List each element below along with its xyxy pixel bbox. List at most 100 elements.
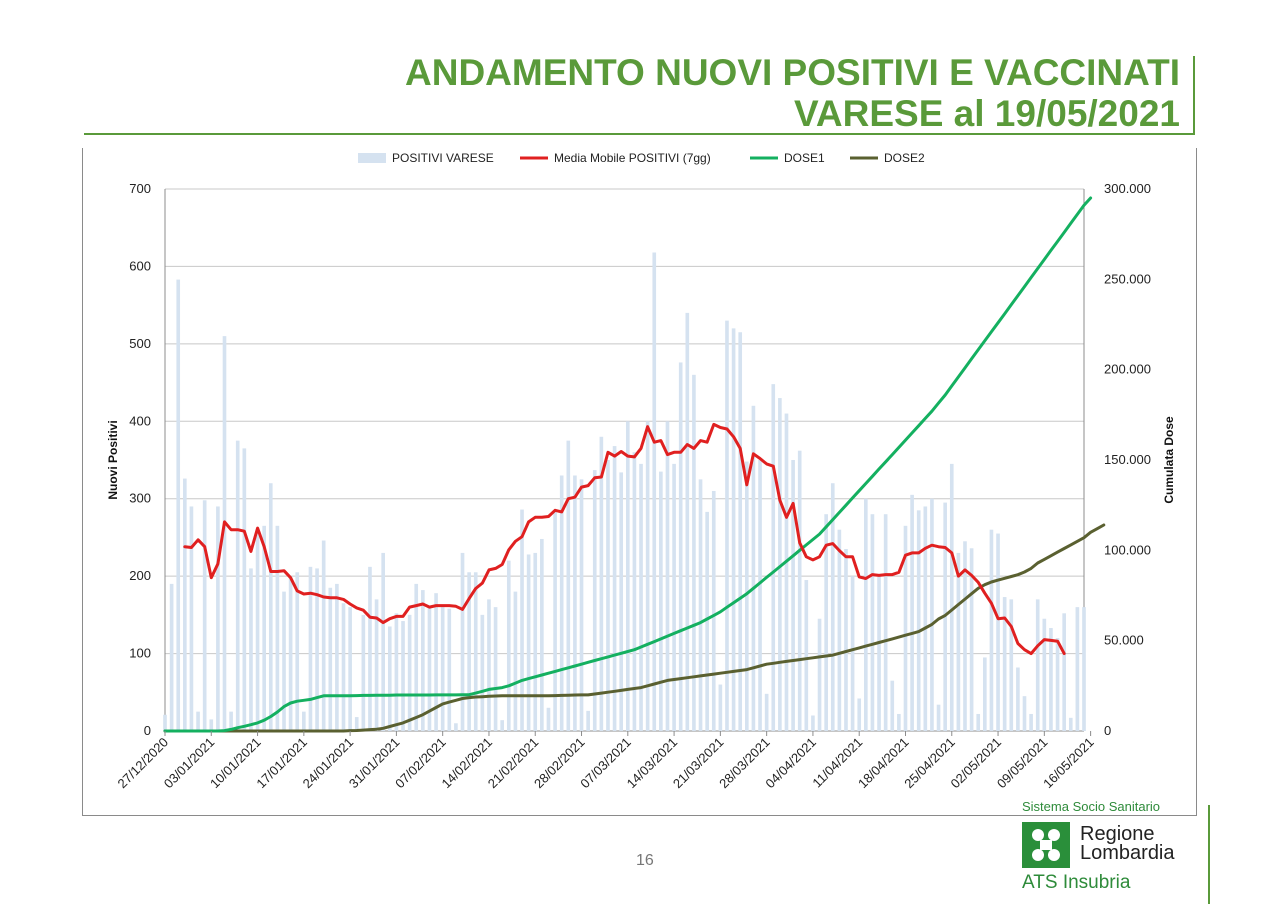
bar	[374, 599, 379, 731]
chart-frame-bottom	[82, 815, 1197, 816]
bar	[586, 710, 590, 731]
bar	[778, 398, 782, 731]
bar	[817, 618, 822, 731]
title-divider-horizontal	[84, 133, 1195, 135]
bar	[857, 698, 862, 731]
bar	[824, 514, 828, 731]
bar	[903, 525, 908, 731]
bar	[262, 525, 266, 731]
bar	[235, 440, 240, 731]
bar	[209, 719, 214, 731]
bar	[731, 328, 736, 731]
bar	[771, 384, 776, 731]
bar	[784, 413, 789, 731]
bar	[606, 460, 610, 731]
bar	[1016, 667, 1020, 731]
bar	[877, 576, 881, 731]
bar	[645, 421, 650, 731]
bar	[229, 711, 233, 731]
bar	[321, 540, 326, 731]
bar	[1055, 638, 1060, 731]
bar	[302, 711, 306, 731]
bar	[275, 525, 280, 731]
bar	[434, 593, 438, 731]
bar	[639, 463, 643, 731]
y-axis-right-label: Cumulata Dose	[1162, 416, 1176, 504]
y-axis-left-label: Nuovi Positivi	[106, 420, 120, 499]
bar	[454, 723, 458, 731]
bar	[625, 421, 630, 731]
bar	[328, 587, 333, 731]
footer-divider-vertical	[1208, 805, 1210, 904]
region-name-line-2: Lombardia	[1080, 842, 1175, 864]
bar	[870, 514, 875, 731]
bar	[467, 572, 471, 731]
bar	[983, 657, 987, 731]
dose2-line	[163, 523, 1106, 733]
y-tick-label: 400	[129, 413, 151, 428]
legend-label: POSITIVI VARESE	[392, 151, 494, 165]
bar	[493, 607, 498, 731]
bar	[401, 621, 405, 731]
bar	[685, 312, 690, 731]
x-tick-label: 16/05/2021	[1040, 735, 1097, 792]
bar	[513, 591, 518, 731]
bar	[1082, 607, 1086, 731]
bar	[612, 446, 617, 731]
y-tick-label: 500	[129, 336, 151, 351]
y2-tick-label: 0	[1104, 723, 1111, 738]
bar	[1022, 696, 1027, 731]
bar	[930, 498, 934, 731]
bar	[1042, 618, 1047, 731]
bar	[764, 693, 769, 731]
bar	[936, 704, 941, 731]
bar	[632, 452, 637, 731]
bar	[255, 529, 260, 731]
bar	[579, 479, 584, 731]
title-line-1: ANDAMENTO NUOVI POSITIVI E VACCINATI	[405, 52, 1180, 93]
bar	[222, 336, 227, 731]
bar	[883, 514, 888, 731]
bar	[440, 607, 445, 731]
bar	[830, 483, 835, 731]
bar	[242, 448, 247, 731]
x-tick-label: 04/04/2021	[762, 735, 819, 792]
bar	[447, 608, 452, 731]
bar	[665, 421, 670, 731]
bar	[533, 552, 538, 731]
bar	[711, 490, 716, 731]
y-axis-right-ticks: 0 50.000 100.000 150.000 200.000 250.000 300.0…	[1104, 181, 1151, 738]
legend-label: Media Mobile POSITIVI (7gg)	[554, 151, 711, 165]
bar	[348, 607, 352, 731]
bar	[427, 605, 432, 731]
y-tick-label: 300	[129, 491, 151, 506]
bar	[335, 583, 339, 731]
bar	[1062, 613, 1066, 731]
bar	[751, 405, 756, 731]
bar	[282, 591, 286, 731]
y-tick-label: 0	[144, 723, 151, 738]
chart-frame-right	[1196, 148, 1197, 816]
line-series	[163, 196, 1106, 733]
bar	[288, 576, 293, 731]
bar	[744, 461, 749, 731]
bar	[526, 554, 531, 731]
bar	[341, 603, 346, 731]
bar	[361, 614, 366, 731]
bar	[692, 374, 696, 731]
bar	[268, 483, 273, 731]
bar	[295, 572, 300, 731]
bar	[354, 717, 359, 731]
bar	[506, 560, 511, 731]
bar	[1049, 628, 1053, 731]
bar	[592, 470, 597, 731]
bar	[407, 614, 412, 731]
bar	[308, 566, 313, 731]
bar	[672, 463, 676, 731]
bar	[844, 549, 848, 731]
bar	[698, 479, 703, 731]
bar	[758, 460, 762, 731]
bar	[573, 475, 577, 731]
bar	[989, 529, 994, 731]
